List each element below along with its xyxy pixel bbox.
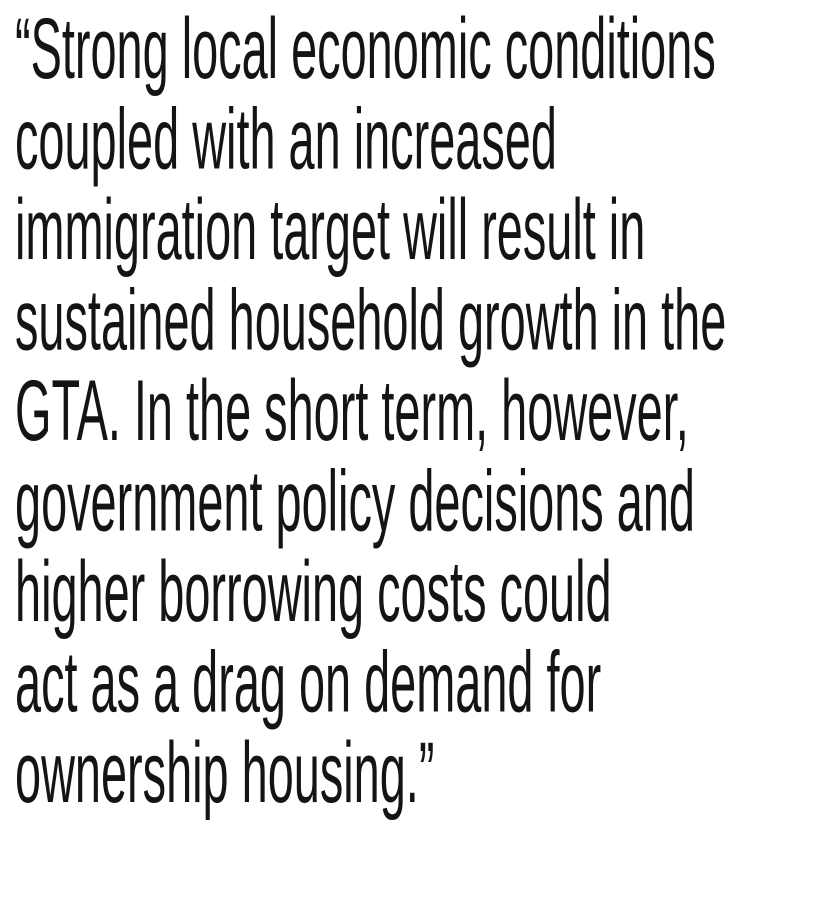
- quote-line: immigration target will result in: [15, 181, 645, 278]
- quote-line-group: immigration target will result in: [15, 181, 645, 278]
- quote-line: coupled with an increased: [15, 90, 557, 187]
- quote-line: act as a drag on demand for: [15, 633, 601, 730]
- quote-line: higher borrowing costs could: [15, 543, 612, 640]
- quote-line-group: sustained household growth in the: [15, 271, 726, 368]
- quote-line-group: ownership housing.”: [15, 724, 434, 821]
- quote-line-group: higher borrowing costs could: [15, 543, 612, 640]
- quote-line: government policy decisions and: [15, 452, 695, 549]
- quote-line-group: coupled with an increased: [15, 90, 557, 187]
- quote-line: GTA. In the short term, however,: [15, 362, 689, 459]
- quote-line-group: “Strong local economic conditions: [15, 0, 716, 97]
- quote-line: sustained household growth in the: [15, 271, 726, 368]
- quote-line: ownership housing.”: [15, 724, 434, 821]
- quote-line-group: act as a drag on demand for: [15, 633, 601, 730]
- quote-line-group: government policy decisions and: [15, 452, 695, 549]
- quote-line: “Strong local economic conditions: [15, 0, 716, 97]
- quote-line-group: GTA. In the short term, however,: [15, 362, 689, 459]
